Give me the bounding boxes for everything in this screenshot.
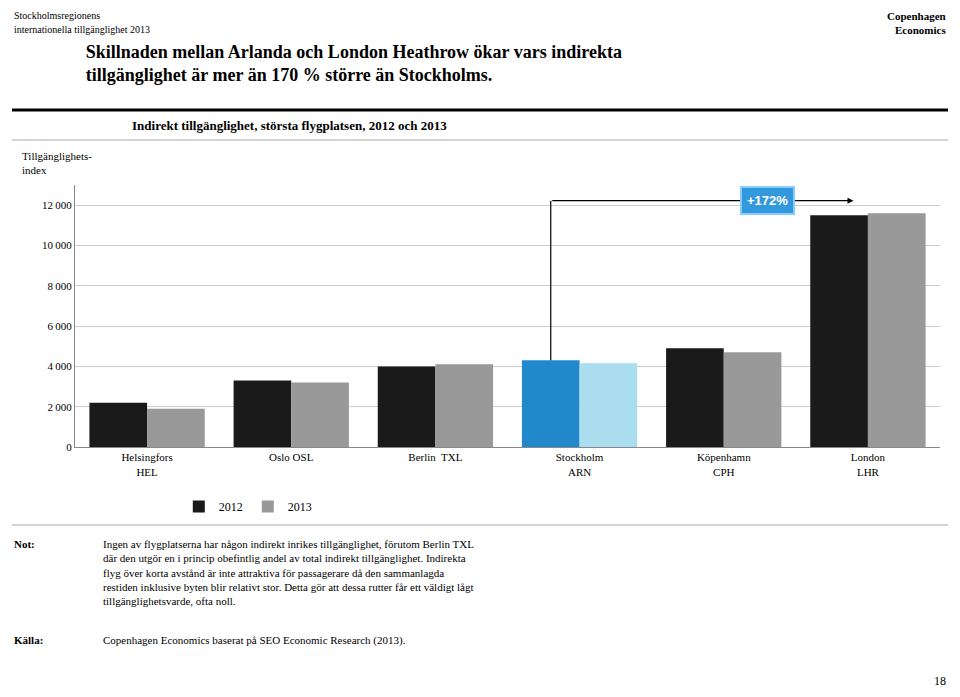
svg-text:KöpenhamnCPH: KöpenhamnCPH <box>697 451 751 477</box>
svg-text:Copenhagen: Copenhagen <box>887 10 946 22</box>
svg-text:4 000: 4 000 <box>48 360 73 372</box>
svg-text:6 000: 6 000 <box>48 320 73 332</box>
svg-text:Copenhagen Economics baserat p: Copenhagen Economics baserat på SEO Econ… <box>103 634 406 647</box>
svg-text:internationella tillgänglighet: internationella tillgänglighet 2013 <box>14 24 150 35</box>
svg-text:2013: 2013 <box>288 500 312 514</box>
svg-text:18: 18 <box>934 674 946 688</box>
svg-text:Economics: Economics <box>895 24 946 36</box>
svg-text:Källa:: Källa: <box>14 634 43 646</box>
svg-text:12 000: 12 000 <box>42 199 72 211</box>
svg-text:LondonLHR: LondonLHR <box>851 451 886 477</box>
svg-text:StockholmARN: StockholmARN <box>556 451 604 477</box>
svg-text:8 000: 8 000 <box>48 280 73 292</box>
svg-text:Not:: Not: <box>14 538 35 550</box>
svg-text:Skillnaden mellan Arlanda och: Skillnaden mellan Arlanda och London Hea… <box>86 42 622 85</box>
svg-text:0: 0 <box>66 441 72 453</box>
svg-text:+172%: +172% <box>747 193 788 208</box>
svg-text:10 000: 10 000 <box>42 239 72 251</box>
svg-text:Indirekt tillgänglighet, störs: Indirekt tillgänglighet, största flygpla… <box>132 118 447 133</box>
svg-text:HelsingforsHEL: HelsingforsHEL <box>121 451 172 477</box>
svg-text:Ingen av flygplatserna har någ: Ingen av flygplatserna har någon indirek… <box>103 538 474 607</box>
svg-text:2012: 2012 <box>219 500 243 514</box>
svg-text:Tillgänglighets-index: Tillgänglighets-index <box>22 150 92 176</box>
svg-text:Berlin TXL: Berlin TXL <box>408 451 462 463</box>
svg-text:Oslo OSL: Oslo OSL <box>269 451 314 463</box>
svg-text:Stockholmsregionens: Stockholmsregionens <box>14 10 100 21</box>
svg-text:2 000: 2 000 <box>48 401 73 413</box>
